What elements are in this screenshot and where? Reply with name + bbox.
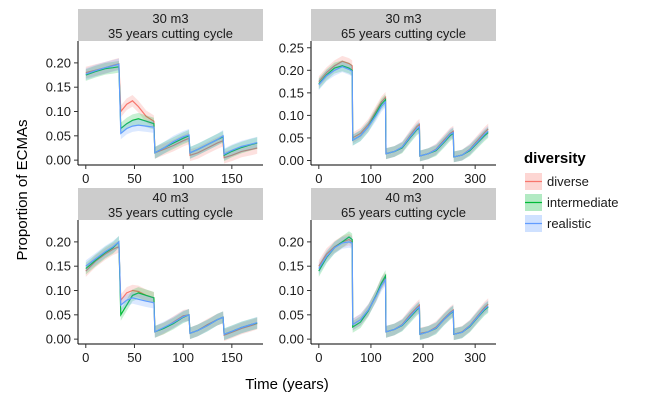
y-tick-label: 0.05 — [46, 128, 71, 143]
legend: diversity diverse intermediate realistic — [524, 150, 619, 232]
x-tick-label: 50 — [127, 350, 141, 365]
legend-label: diverse — [547, 174, 589, 189]
x-tick-label: 150 — [221, 171, 243, 186]
facet-strip — [311, 9, 496, 41]
series-line-realistic — [85, 63, 258, 156]
y-tick-label: 0.00 — [279, 153, 304, 168]
series-ribbon-realistic — [318, 61, 489, 163]
facet-strip-label: 35 years cutting cycle — [108, 26, 233, 41]
x-tick-label: 0 — [315, 171, 322, 186]
x-tick-label: 100 — [172, 171, 194, 186]
x-tick-label: 300 — [464, 171, 486, 186]
y-tick-label: 0.15 — [279, 85, 304, 100]
legend-title: diversity — [524, 150, 586, 167]
facet-strip — [78, 188, 263, 220]
legend-entries: diverse intermediate realistic — [525, 173, 619, 232]
y-tick-label: 0.00 — [46, 332, 71, 347]
y-tick-label: 0.20 — [46, 55, 71, 70]
facet-strip-label: 40 m3 — [152, 190, 188, 205]
facet-strip — [78, 9, 263, 41]
y-tick-label: 0.10 — [46, 283, 71, 298]
x-tick-label: 100 — [360, 171, 382, 186]
y-tick-label: 0.25 — [279, 40, 304, 55]
y-tick-label: 0.00 — [46, 153, 71, 168]
y-axis-title: Proportion of ECMAs — [14, 120, 31, 261]
legend-key — [525, 215, 542, 232]
facet-strip-label: 30 m3 — [152, 11, 188, 26]
y-tick-label: 0.05 — [279, 307, 304, 322]
series-ribbon-realistic — [318, 236, 489, 341]
series-line-realistic — [85, 240, 258, 336]
y-tick-label: 0.20 — [279, 63, 304, 78]
facet-strip — [311, 188, 496, 220]
x-tick-label: 100 — [172, 350, 194, 365]
x-tick-label: 0 — [82, 350, 89, 365]
x-tick-label: 150 — [221, 350, 243, 365]
x-tick-label: 100 — [360, 350, 382, 365]
x-tick-label: 0 — [315, 350, 322, 365]
legend-label: intermediate — [547, 195, 619, 210]
x-tick-label: 300 — [464, 350, 486, 365]
series-ribbon-intermediate — [85, 60, 258, 162]
series-line-realistic — [318, 66, 489, 158]
series-ribbon-diverse — [318, 233, 489, 341]
legend-key — [525, 173, 542, 190]
facet-strip-label: 30 m3 — [385, 11, 421, 26]
y-tick-label: 0.20 — [46, 234, 71, 249]
series-ribbon-diverse — [85, 240, 258, 342]
y-tick-label: 0.00 — [279, 332, 304, 347]
x-tick-label: 200 — [412, 350, 434, 365]
series-ribbon-realistic — [85, 236, 258, 341]
series-ribbon-intermediate — [318, 231, 489, 341]
x-tick-label: 200 — [412, 171, 434, 186]
y-tick-label: 0.10 — [46, 104, 71, 119]
x-tick-label: 50 — [127, 171, 141, 186]
legend-label: realistic — [547, 216, 592, 231]
series-ribbon-intermediate — [318, 60, 489, 163]
y-tick-label: 0.10 — [279, 108, 304, 123]
y-tick-label: 0.20 — [279, 234, 304, 249]
y-tick-label: 0.15 — [279, 259, 304, 274]
y-tick-label: 0.15 — [46, 259, 71, 274]
facet-strip-label: 40 m3 — [385, 190, 421, 205]
x-tick-label: 0 — [82, 171, 89, 186]
facet-strip-label: 65 years cutting cycle — [341, 26, 466, 41]
legend-key — [525, 194, 542, 211]
series-line-realistic — [318, 241, 489, 336]
y-tick-label: 0.10 — [279, 283, 304, 298]
x-axis-title: Time (years) — [245, 376, 329, 393]
y-tick-label: 0.05 — [46, 307, 71, 322]
facet-strip-label: 65 years cutting cycle — [341, 205, 466, 220]
y-tick-label: 0.05 — [279, 130, 304, 145]
facet-strip-label: 35 years cutting cycle — [108, 205, 233, 220]
y-tick-label: 0.15 — [46, 80, 71, 95]
